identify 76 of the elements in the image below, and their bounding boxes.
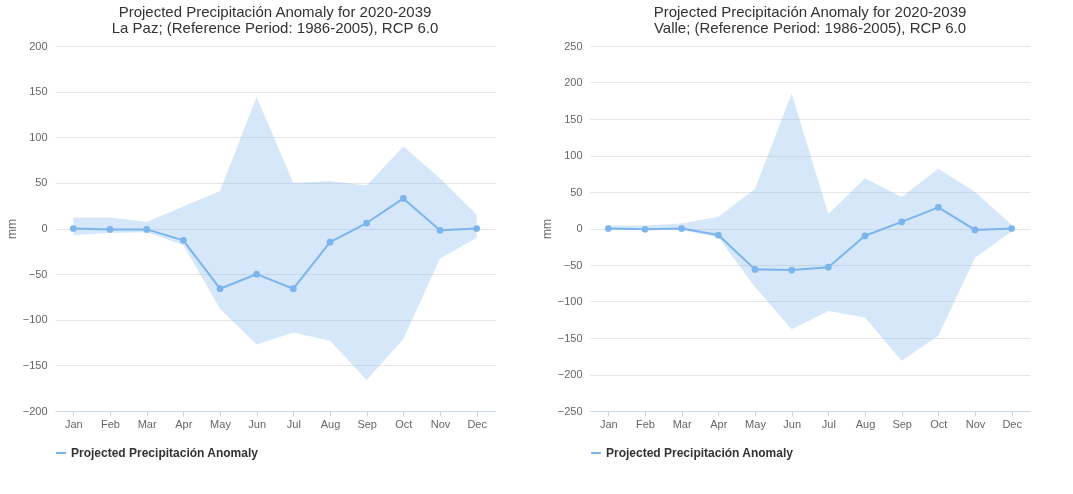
x-tick-label: Jul xyxy=(286,417,301,430)
x-tick-label: Jun xyxy=(783,417,802,430)
x-tick-label: May xyxy=(745,417,767,430)
y-axis-title: mm xyxy=(4,219,19,239)
y-tick-label: 150 xyxy=(29,85,48,98)
y-tick-label: 100 xyxy=(29,130,48,143)
y-tick-label: −50 xyxy=(563,258,583,271)
x-tick-label: Nov xyxy=(430,417,451,430)
y-tick-label: −150 xyxy=(22,358,48,371)
point xyxy=(898,218,906,226)
point xyxy=(326,238,334,246)
x-tick-label: Apr xyxy=(710,417,728,430)
legend-label: Projected Precipitación Anomaly xyxy=(71,446,259,460)
y-tick-label: 150 xyxy=(564,112,583,125)
x-tick-label: Dec xyxy=(467,417,488,430)
x-tick-label: Feb xyxy=(636,417,655,430)
x-tick-label: Aug xyxy=(320,417,341,430)
point xyxy=(363,219,371,227)
x-tick-label: Sep xyxy=(357,417,377,430)
x-tick-label: Nov xyxy=(965,417,986,430)
x-tick-label: Jun xyxy=(248,417,267,430)
point xyxy=(861,232,869,240)
x-tick-label: May xyxy=(210,417,232,430)
x-tick-label: Jan xyxy=(64,417,83,430)
chart-subtitle: La Paz; (Reference Period: 1986-2005), RCP 6.0 xyxy=(111,19,439,36)
y-tick-label: 250 xyxy=(564,39,583,52)
point xyxy=(971,226,979,234)
point xyxy=(289,285,297,293)
point xyxy=(678,225,686,232)
x-tick-label: Apr xyxy=(175,417,193,430)
point xyxy=(824,263,832,271)
y-tick-label: 100 xyxy=(564,149,583,161)
point xyxy=(69,225,77,232)
x-tick-label: Feb xyxy=(101,417,120,430)
y-tick-label: −150 xyxy=(557,331,583,344)
x-tick-label: Oct xyxy=(395,417,413,430)
chart-title: Projected Precipitación Anomaly for 2020-2039 xyxy=(118,3,432,20)
x-tick-label: Mar xyxy=(137,417,157,430)
y-tick-label: −100 xyxy=(557,295,583,307)
x-tick-label: Aug xyxy=(855,417,876,430)
y-tick-label: −200 xyxy=(22,404,48,417)
point xyxy=(216,285,224,293)
point xyxy=(436,226,444,234)
x-tick-label: Jul xyxy=(821,417,836,430)
point xyxy=(641,225,649,233)
y-tick-label: −100 xyxy=(22,313,48,326)
point xyxy=(788,266,796,274)
point xyxy=(1008,225,1016,232)
y-tick-label: −250 xyxy=(557,404,583,417)
point xyxy=(106,226,114,233)
x-tick-label: Jan xyxy=(599,417,618,430)
point xyxy=(179,237,187,244)
y-tick-label: −50 xyxy=(28,267,48,280)
point xyxy=(714,231,722,239)
x-tick-label: Oct xyxy=(930,417,948,430)
y-tick-label: 50 xyxy=(570,185,583,198)
y-tick-label: 200 xyxy=(564,76,583,88)
point xyxy=(473,225,481,232)
y-tick-label: 200 xyxy=(29,39,48,52)
legend-label: Projected Precipitación Anomaly xyxy=(606,446,794,460)
chart-subtitle: Valle; (Reference Period: 1986-2005), RCP 6.0 xyxy=(653,19,967,36)
point xyxy=(399,195,407,202)
point xyxy=(751,266,759,273)
x-tick-label: Sep xyxy=(892,417,912,430)
point xyxy=(143,226,151,233)
y-tick-label: 0 xyxy=(576,222,583,234)
point xyxy=(253,270,261,278)
y-tick-label: 0 xyxy=(41,222,48,234)
point xyxy=(604,225,612,232)
point xyxy=(934,203,942,211)
chart-title: Projected Precipitación Anomaly for 2020-2039 xyxy=(653,3,967,20)
x-tick-label: Mar xyxy=(672,417,692,430)
y-tick-label: −200 xyxy=(557,368,583,380)
x-tick-label: Dec xyxy=(1002,417,1023,430)
y-axis-title: mm xyxy=(539,219,554,239)
y-tick-label: 50 xyxy=(35,176,48,189)
